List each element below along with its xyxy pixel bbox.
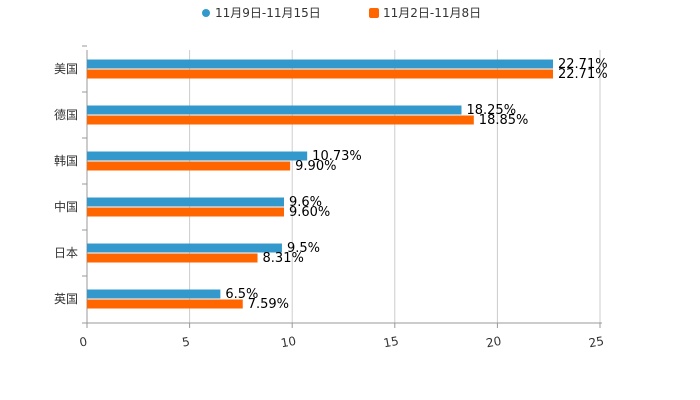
value-label-series-1: 18.25% [466, 103, 516, 118]
legend-marker-series-2 [369, 8, 379, 18]
value-labels: 22.71%22.71%18.25%18.85%10.73%9.90%9.6%9… [225, 57, 607, 312]
axes [82, 45, 602, 328]
category-label: 韩国 [54, 153, 78, 168]
value-label-series-2: 9.90% [295, 159, 336, 174]
bars [87, 59, 554, 309]
value-label-series-2: 9.60% [289, 205, 330, 220]
x-tick-label: 5 [181, 335, 191, 350]
bar-series-2[interactable] [87, 69, 554, 79]
bar-series-2[interactable] [87, 253, 258, 263]
value-label-series-1: 22.71% [558, 57, 608, 72]
category-label: 德国 [54, 107, 78, 122]
x-tick-labels: 0 5 10 15 20 25 [78, 334, 605, 350]
value-label-series-1: 10.73% [312, 149, 362, 164]
bar-series-1[interactable] [87, 105, 462, 115]
category-label: 中国 [54, 199, 78, 214]
category-label: 英国 [54, 292, 78, 306]
category-label: 美国 [54, 62, 78, 76]
value-label-series-1: 9.5% [287, 241, 320, 256]
x-tick-label: 20 [485, 334, 502, 350]
bar-series-1[interactable] [87, 151, 308, 161]
value-label-series-1: 6.5% [225, 287, 258, 302]
x-tick-label: 15 [382, 334, 399, 350]
value-label-series-2: 7.59% [248, 297, 289, 312]
x-tick-label: 10 [280, 334, 297, 350]
bar-series-2[interactable] [87, 207, 284, 217]
bar-series-1[interactable] [87, 59, 554, 69]
value-label-series-2: 8.31% [263, 251, 304, 266]
category-label: 日本 [54, 246, 78, 260]
bar-series-1[interactable] [87, 197, 284, 207]
bar-series-2[interactable] [87, 161, 291, 171]
bar-series-2[interactable] [87, 115, 474, 125]
bar-series-2[interactable] [87, 299, 243, 309]
value-label-series-1: 9.6% [289, 195, 322, 210]
grid-lines [189, 50, 601, 323]
legend-item-series-1[interactable]: 11月9日-11月15日 [202, 6, 321, 20]
legend-label-series-2: 11月2日-11月8日 [383, 6, 481, 20]
value-label-series-2: 18.85% [479, 113, 529, 128]
x-tick-label: 25 [588, 334, 605, 350]
legend-item-series-2[interactable]: 11月2日-11月8日 [369, 6, 481, 20]
value-label-series-2: 22.71% [558, 67, 608, 82]
x-tick-label: 0 [78, 335, 88, 350]
legend-label-series-1: 11月9日-11月15日 [215, 6, 321, 20]
bar-series-1[interactable] [87, 289, 221, 299]
legend-marker-series-1 [202, 9, 210, 17]
bar-series-1[interactable] [87, 243, 282, 253]
legend: 11月9日-11月15日 11月2日-11月8日 [202, 6, 481, 20]
